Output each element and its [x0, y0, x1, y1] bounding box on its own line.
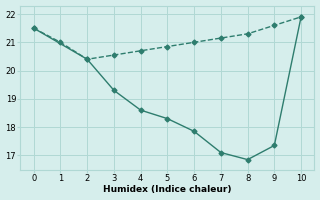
X-axis label: Humidex (Indice chaleur): Humidex (Indice chaleur): [103, 185, 232, 194]
